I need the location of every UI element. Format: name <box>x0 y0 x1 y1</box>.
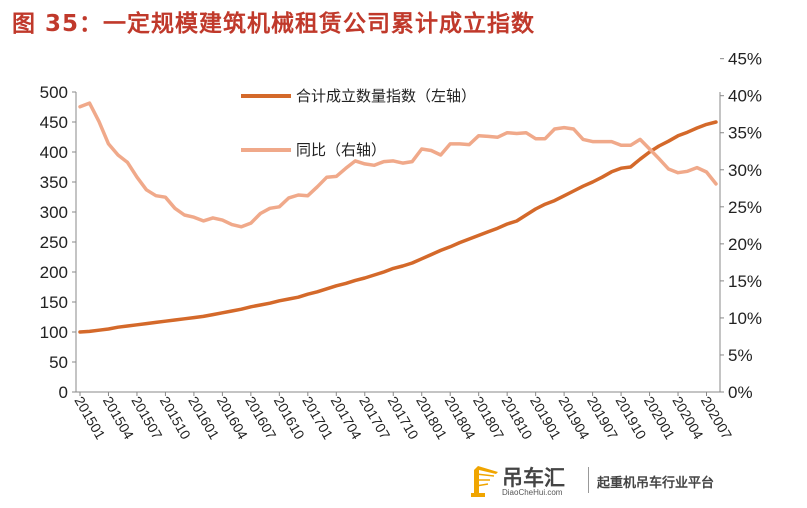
left-tick-label: 400 <box>40 143 68 162</box>
right-tick-label: 25% <box>728 198 762 217</box>
watermark-divider <box>588 467 589 493</box>
watermark-name: 吊车汇 <box>502 466 565 490</box>
right-tick-label: 10% <box>728 309 762 328</box>
right-tick-label: 35% <box>728 124 762 143</box>
watermark-url: DiaoCheHui.com <box>502 488 563 497</box>
right-axis-ticks: 0% 5% 10% 15% 20% 25% 30% 35% 40% 45% <box>720 50 762 402</box>
figure-title: 图 35：一定规模建筑机械租赁公司累计成立指数 <box>12 11 536 37</box>
series-line-yoy <box>78 101 718 229</box>
right-tick-label: 0% <box>728 383 753 402</box>
right-tick-label: 5% <box>728 346 753 365</box>
left-axis-ticks: 0 50 100 150 200 250 300 350 400 450 500 <box>40 83 76 402</box>
axes <box>75 92 721 393</box>
left-tick-label: 50 <box>49 353 68 372</box>
left-tick-label: 450 <box>40 113 68 132</box>
legend-label-index: 合计成立数量指数（左轴） <box>296 87 476 105</box>
left-tick-label: 250 <box>40 233 68 252</box>
right-tick-label: 20% <box>728 235 762 254</box>
series-line-index <box>78 120 718 334</box>
right-tick-label: 45% <box>728 50 762 69</box>
left-tick-label: 300 <box>40 203 68 222</box>
left-tick-label: 200 <box>40 263 68 282</box>
left-tick-label: 350 <box>40 173 68 192</box>
line-chart: 0 50 100 150 200 250 300 350 400 450 500 0% 5% 10% 15… <box>40 50 762 442</box>
watermark: 吊车汇 DiaoCheHui.com 起重机吊车行业平台 <box>470 462 770 500</box>
right-tick-label: 30% <box>728 161 762 180</box>
legend: 合计成立数量指数（左轴） 同比（右轴） <box>241 87 476 159</box>
left-tick-label: 150 <box>40 293 68 312</box>
right-tick-label: 40% <box>728 87 762 106</box>
left-tick-label: 100 <box>40 323 68 342</box>
left-tick-label: 0 <box>59 383 68 402</box>
x-axis-ticks: 2015012015042015072015102016012016042016… <box>71 392 735 442</box>
left-tick-label: 500 <box>40 83 68 102</box>
watermark-slogan: 起重机吊车行业平台 <box>597 476 715 491</box>
series-lines <box>78 101 718 334</box>
right-tick-label: 15% <box>728 272 762 291</box>
crane-icon <box>471 466 498 497</box>
legend-label-yoy: 同比（右轴） <box>296 141 386 159</box>
